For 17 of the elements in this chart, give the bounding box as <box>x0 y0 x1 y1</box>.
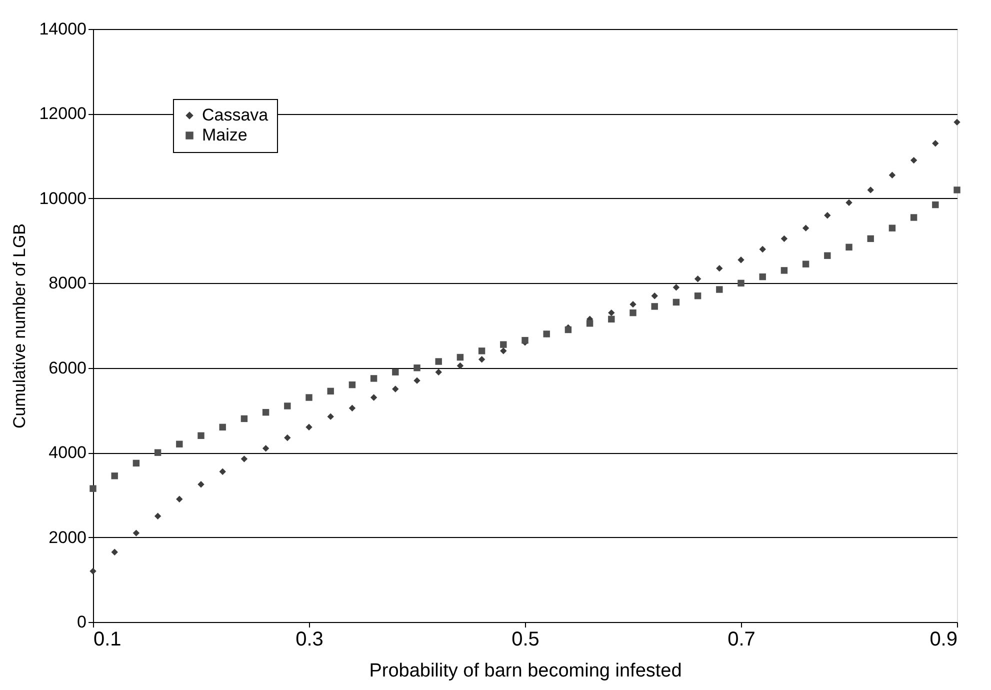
y-tick-label: 6000 <box>48 358 86 378</box>
y-tick-label: 4000 <box>48 443 86 462</box>
y-tick-label: 10000 <box>39 188 86 208</box>
y-tick-label: 14000 <box>39 20 86 38</box>
x-tick-label: 0.7 <box>728 628 756 650</box>
x-tick-label: 0.1 <box>94 628 122 650</box>
x-tick-label: 0.5 <box>512 628 540 650</box>
legend-label: Maize <box>202 126 248 144</box>
y-tick-label: 12000 <box>39 104 86 124</box>
y-axis-title: Cumulative number of LGB <box>10 223 30 429</box>
x-tick-label: 0.9 <box>930 628 958 650</box>
x-axis-title: Probability of barn becoming infested <box>369 660 682 682</box>
y-tick-label: 2000 <box>48 528 86 547</box>
y-tick-label: 0 <box>77 612 86 632</box>
x-tick-label: 0.3 <box>296 628 324 650</box>
legend-label: Cassava <box>202 106 269 124</box>
y-tick-label: 8000 <box>48 274 86 293</box>
